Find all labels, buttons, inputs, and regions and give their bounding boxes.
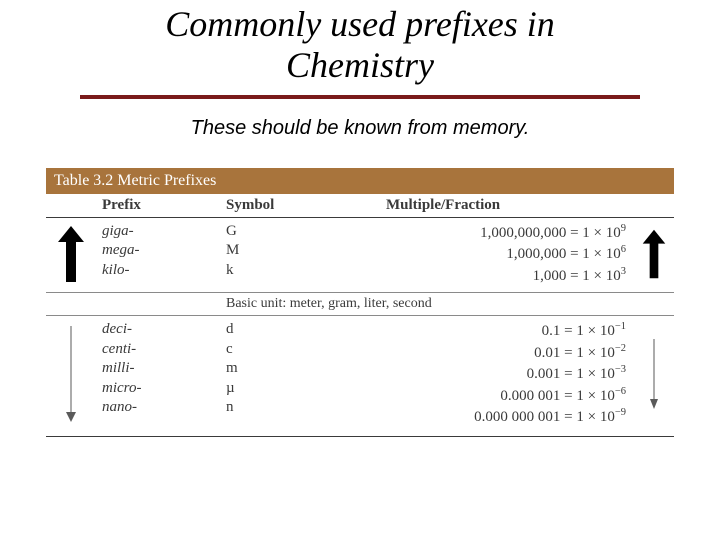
mult-mega: 1,000,000 = 1 × 106 (386, 243, 626, 265)
prefix-micro: micro- (102, 379, 226, 399)
header-symbol: Symbol (226, 197, 386, 214)
symbol-n: n (226, 398, 386, 418)
mult-micro: 0.000 001 = 1 × 10−6 (386, 385, 626, 407)
table-caption: Table 3.2 Metric Prefixes (46, 168, 674, 194)
symbol-k: k (226, 261, 386, 281)
title-line-2: Chemistry (0, 45, 720, 86)
header-prefix: Prefix (96, 197, 226, 214)
symbol-mu: µ (226, 379, 386, 399)
basic-unit-row: Basic unit: meter, gram, liter, second (46, 292, 674, 316)
table-bottom-rule (46, 436, 674, 437)
upper-prefixes: giga- mega- kilo- (96, 222, 226, 287)
up-arrow-left (46, 222, 96, 287)
symbol-m: m (226, 359, 386, 379)
prefix-table: Table 3.2 Metric Prefixes Prefix Symbol … (46, 168, 674, 437)
table-header-row: Prefix Symbol Multiple/Fraction (46, 194, 674, 218)
mult-milli: 0.001 = 1 × 10−3 (386, 363, 626, 385)
symbol-G: G (226, 222, 386, 242)
mult-deci: 0.1 = 1 × 10−1 (386, 320, 626, 342)
lower-symbols: d c m µ n (226, 320, 386, 428)
mult-nano: 0.000 000 001 = 1 × 10−9 (386, 406, 626, 428)
down-arrow-left (46, 320, 96, 428)
mult-giga: 1,000,000,000 = 1 × 109 (386, 222, 626, 244)
subtitle: These should be known from memory. (0, 117, 720, 140)
prefix-milli: milli- (102, 359, 226, 379)
upper-symbols: G M k (226, 222, 386, 287)
lower-section: deci- centi- milli- micro- nano- d c m µ… (46, 316, 674, 434)
prefix-giga: giga- (102, 222, 226, 242)
down-arrow-right (634, 320, 674, 428)
header-mult: Multiple/Fraction (386, 197, 634, 214)
lower-mults: 0.1 = 1 × 10−1 0.01 = 1 × 10−2 0.001 = 1… (386, 320, 634, 428)
prefix-deci: deci- (102, 320, 226, 340)
title-underline (80, 95, 640, 99)
prefix-mega: mega- (102, 241, 226, 261)
mult-kilo: 1,000 = 1 × 103 (386, 265, 626, 287)
upper-mults: 1,000,000,000 = 1 × 109 1,000,000 = 1 × … (386, 222, 634, 287)
symbol-c: c (226, 340, 386, 360)
symbol-d: d (226, 320, 386, 340)
prefix-kilo: kilo- (102, 261, 226, 281)
symbol-M: M (226, 241, 386, 261)
title-line-1: Commonly used prefixes in (0, 4, 720, 45)
prefix-centi: centi- (102, 340, 226, 360)
lower-prefixes: deci- centi- milli- micro- nano- (96, 320, 226, 428)
up-arrow-right (634, 222, 674, 287)
mult-centi: 0.01 = 1 × 10−2 (386, 342, 626, 364)
upper-section: giga- mega- kilo- G M k 1,000,000,000 = … (46, 218, 674, 293)
prefix-nano: nano- (102, 398, 226, 418)
